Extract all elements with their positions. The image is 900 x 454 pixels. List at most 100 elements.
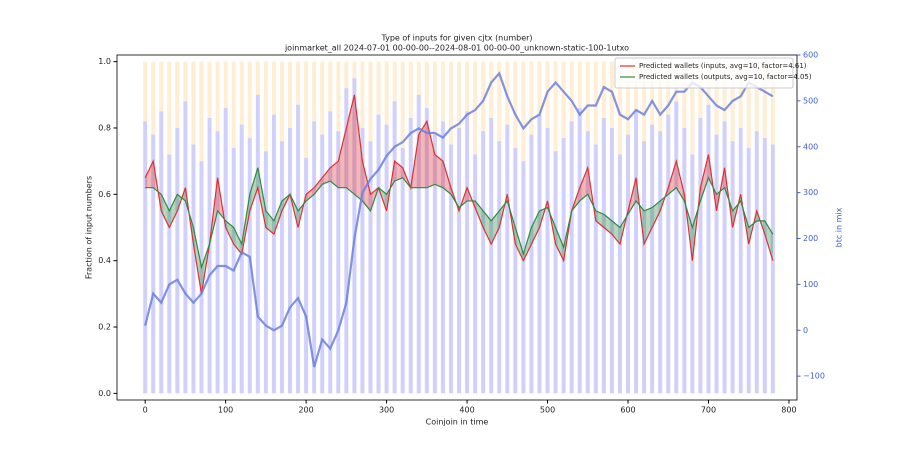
bar [730, 141, 735, 394]
y-tick-label: 0.2 [98, 323, 111, 332]
bar [682, 127, 687, 394]
line [145, 167, 774, 270]
bar [312, 121, 317, 394]
bar [263, 151, 268, 394]
y2-tick-label: 500 [803, 96, 818, 105]
bar [151, 134, 156, 394]
bar [553, 151, 558, 394]
x-tick-label: 600 [620, 406, 635, 415]
fill-between [644, 207, 653, 245]
bar-upper [762, 61, 767, 138]
x-tick-label: 700 [701, 406, 716, 415]
bar-upper [754, 61, 759, 132]
fill-between [555, 227, 564, 261]
bar [199, 161, 204, 394]
fill-between [330, 161, 339, 188]
bar [561, 137, 566, 394]
bar [521, 161, 526, 394]
fill-between [169, 194, 178, 228]
bar-upper [215, 61, 220, 132]
bar-upper [432, 61, 437, 135]
bar-upper [642, 61, 647, 142]
fill-between [579, 167, 588, 201]
bar-upper [529, 61, 534, 135]
legend-label: Predicted wallets (inputs, avg=10, facto… [639, 62, 807, 70]
bar [400, 147, 405, 394]
bar [714, 134, 719, 394]
bar [207, 118, 212, 394]
bar-upper [521, 61, 526, 162]
bar-upper [408, 61, 413, 119]
bar-upper [722, 61, 727, 122]
bar-upper [239, 61, 244, 125]
y2-tick-label: 300 [803, 188, 818, 197]
fill-between [354, 94, 363, 201]
bar-upper [271, 61, 276, 115]
x-tick-label: 800 [781, 406, 796, 415]
bar-upper [424, 61, 429, 109]
fill-between [418, 121, 427, 188]
bar-upper [151, 61, 156, 135]
bar [424, 108, 429, 394]
bar [642, 141, 647, 394]
bar [762, 137, 767, 394]
fill-between [249, 167, 258, 211]
bar [754, 131, 759, 394]
x-tick-label: 400 [459, 406, 474, 415]
bar [601, 118, 606, 394]
bar [432, 134, 437, 394]
y-axis-label: Fraction of input numbers [85, 176, 94, 279]
bar [223, 108, 228, 394]
bar-upper [231, 61, 236, 148]
bar [505, 124, 510, 394]
bar [650, 124, 655, 394]
y-tick-label: 0.4 [98, 256, 111, 265]
bar-upper [223, 61, 228, 109]
bar-upper [199, 61, 204, 162]
bar [722, 121, 727, 394]
x-tick-label: 300 [379, 406, 394, 415]
fill-between [539, 200, 548, 228]
bar [770, 144, 775, 394]
bar-upper [617, 61, 622, 155]
y-tick-label: 0.8 [98, 123, 111, 132]
bar [585, 131, 590, 394]
bar [320, 134, 325, 394]
fill-between [611, 220, 620, 245]
bar [336, 131, 341, 394]
bar-upper [368, 61, 373, 142]
fill-between [531, 210, 540, 245]
bar [698, 118, 703, 394]
fill-between [338, 127, 347, 188]
bar [706, 104, 711, 394]
bar [239, 124, 244, 394]
bar [183, 101, 188, 394]
bar [304, 157, 309, 394]
bar [175, 127, 180, 394]
bar [191, 144, 196, 394]
fill-between [700, 154, 709, 201]
bar-upper [416, 61, 421, 95]
bar-upper [658, 61, 663, 132]
fill-between [257, 167, 266, 228]
y2-axis-label: btc in mix [835, 207, 844, 247]
line [144, 71, 774, 368]
fill-between [193, 227, 202, 294]
bar-upper [167, 61, 172, 155]
bar [440, 121, 445, 394]
x-axis-label: Coinjoin in time [426, 418, 489, 427]
fill-between [475, 200, 484, 228]
bar-upper [288, 61, 293, 128]
bar-upper [296, 61, 301, 105]
y2-tick-label: 0 [803, 326, 808, 335]
fill-between [756, 210, 765, 235]
fill-between [314, 177, 323, 195]
fill-between [161, 194, 170, 228]
bar-upper [481, 61, 486, 132]
bar-upper [263, 61, 268, 152]
bar-upper [191, 61, 196, 145]
bar [288, 127, 293, 394]
bar [658, 131, 663, 394]
bar-upper [770, 61, 775, 145]
bar [617, 154, 622, 394]
